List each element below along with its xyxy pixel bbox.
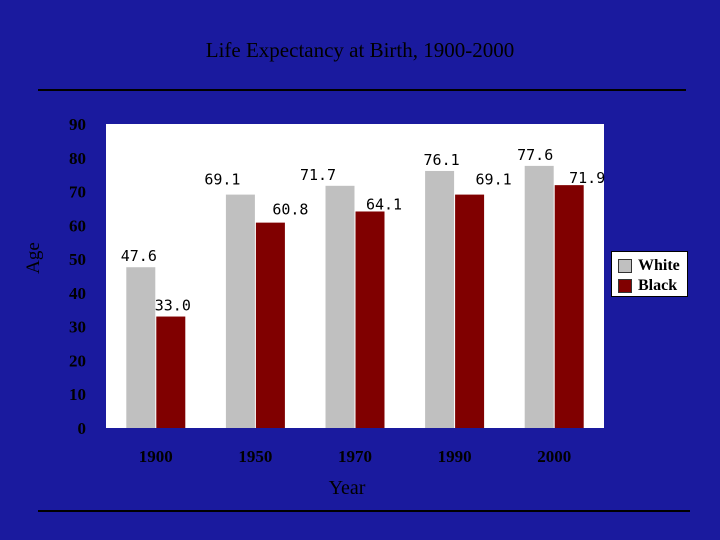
legend-item-white: White [618, 257, 680, 275]
data-label-black-1950: 60.8 [272, 201, 308, 219]
title-divider [38, 89, 686, 91]
legend: White Black [611, 251, 688, 297]
data-label-black-2000: 71.9 [569, 169, 605, 187]
legend-swatch-black [618, 279, 632, 293]
data-label-white-1970: 71.7 [300, 166, 336, 184]
bar-black-1900 [156, 316, 186, 428]
y-tick-label: 40 [69, 284, 86, 303]
data-label-white-1900: 47.6 [121, 247, 157, 265]
x-tick-label: 1950 [238, 447, 272, 466]
legend-item-black: Black [618, 277, 677, 295]
data-label-white-1950: 69.1 [204, 171, 240, 189]
y-tick-label: 70 [69, 183, 86, 202]
plot-area [106, 124, 604, 428]
legend-label-black: Black [638, 277, 678, 294]
bar-white-1950 [225, 194, 255, 428]
y-axis-label: Age [23, 242, 44, 274]
data-label-white-2000: 77.6 [517, 146, 553, 164]
x-tick-label: 1990 [438, 447, 472, 466]
chart-title: Life Expectancy at Birth, 1900-2000 [205, 38, 515, 62]
x-tick-label: 1900 [139, 447, 173, 466]
bar-white-1970 [325, 185, 355, 428]
y-tick-label: 60 [69, 216, 86, 235]
bar-white-1990 [425, 170, 455, 428]
data-label-black-1900: 33.0 [155, 297, 191, 315]
legend-label-white: White [638, 257, 680, 274]
data-label-black-1990: 69.1 [476, 171, 512, 189]
bar-black-1990 [455, 194, 485, 428]
y-tick-label: 0 [78, 419, 87, 438]
data-label-black-1970: 64.1 [366, 195, 402, 213]
x-tick-label: 1970 [338, 447, 372, 466]
bar-white-2000 [524, 165, 554, 428]
bar-black-1970 [355, 211, 385, 428]
y-tick-label: 80 [69, 149, 86, 168]
y-tick-label: 20 [69, 351, 86, 370]
y-tick-label: 30 [69, 318, 86, 337]
y-tick-label: 50 [69, 250, 86, 269]
bar-black-2000 [554, 185, 584, 428]
x-tick-label: 2000 [537, 447, 571, 466]
bar-white-1900 [126, 267, 156, 428]
x-axis-label: Year [328, 477, 366, 499]
legend-swatch-white [618, 259, 632, 273]
y-tick-label: 10 [69, 385, 86, 404]
data-label-white-1990: 76.1 [424, 151, 460, 169]
bar-black-1950 [255, 222, 285, 428]
y-tick-label: 90 [69, 115, 86, 134]
footer-divider [38, 510, 690, 512]
